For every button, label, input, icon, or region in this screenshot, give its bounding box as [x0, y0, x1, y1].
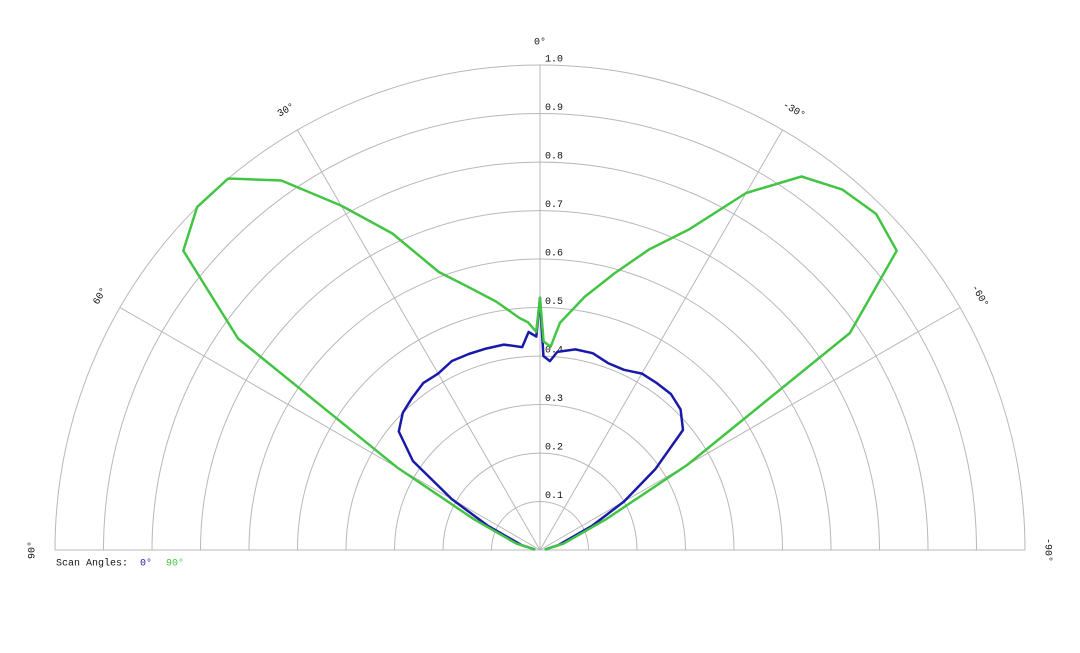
r-tick-label: 0.3 — [545, 394, 563, 405]
r-tick-label: 0.6 — [545, 249, 563, 260]
theta-tick-label: -60° — [968, 283, 990, 310]
spoke — [539, 307, 961, 551]
r-tick-label: 0.2 — [545, 443, 563, 454]
theta-tick-label: 30° — [276, 101, 298, 120]
spoke — [119, 307, 541, 551]
r-tick-label: 0.4 — [545, 346, 563, 357]
legend-title: Scan Angles: — [56, 558, 128, 570]
theta-tick-label: 60° — [91, 286, 110, 308]
theta-tick-label: -90° — [1041, 538, 1053, 562]
theta-tick-label: 0° — [534, 37, 546, 49]
series-line — [397, 296, 685, 551]
spoke — [297, 129, 541, 551]
legend-entry: 90° — [166, 558, 184, 570]
theta-tick-label: 90° — [27, 541, 39, 559]
legend-entry: 0° — [140, 558, 152, 570]
r-tick-label: 0.7 — [545, 200, 563, 211]
r-tick-label: 1.0 — [545, 55, 563, 66]
r-tick-label: 0.1 — [545, 491, 563, 502]
r-tick-label: 0.5 — [545, 297, 563, 308]
theta-tick-label: -30° — [780, 99, 807, 121]
series-line — [182, 175, 898, 551]
r-tick-label: 0.8 — [545, 152, 563, 163]
spoke — [539, 129, 783, 551]
r-tick-label: 0.9 — [545, 103, 563, 114]
